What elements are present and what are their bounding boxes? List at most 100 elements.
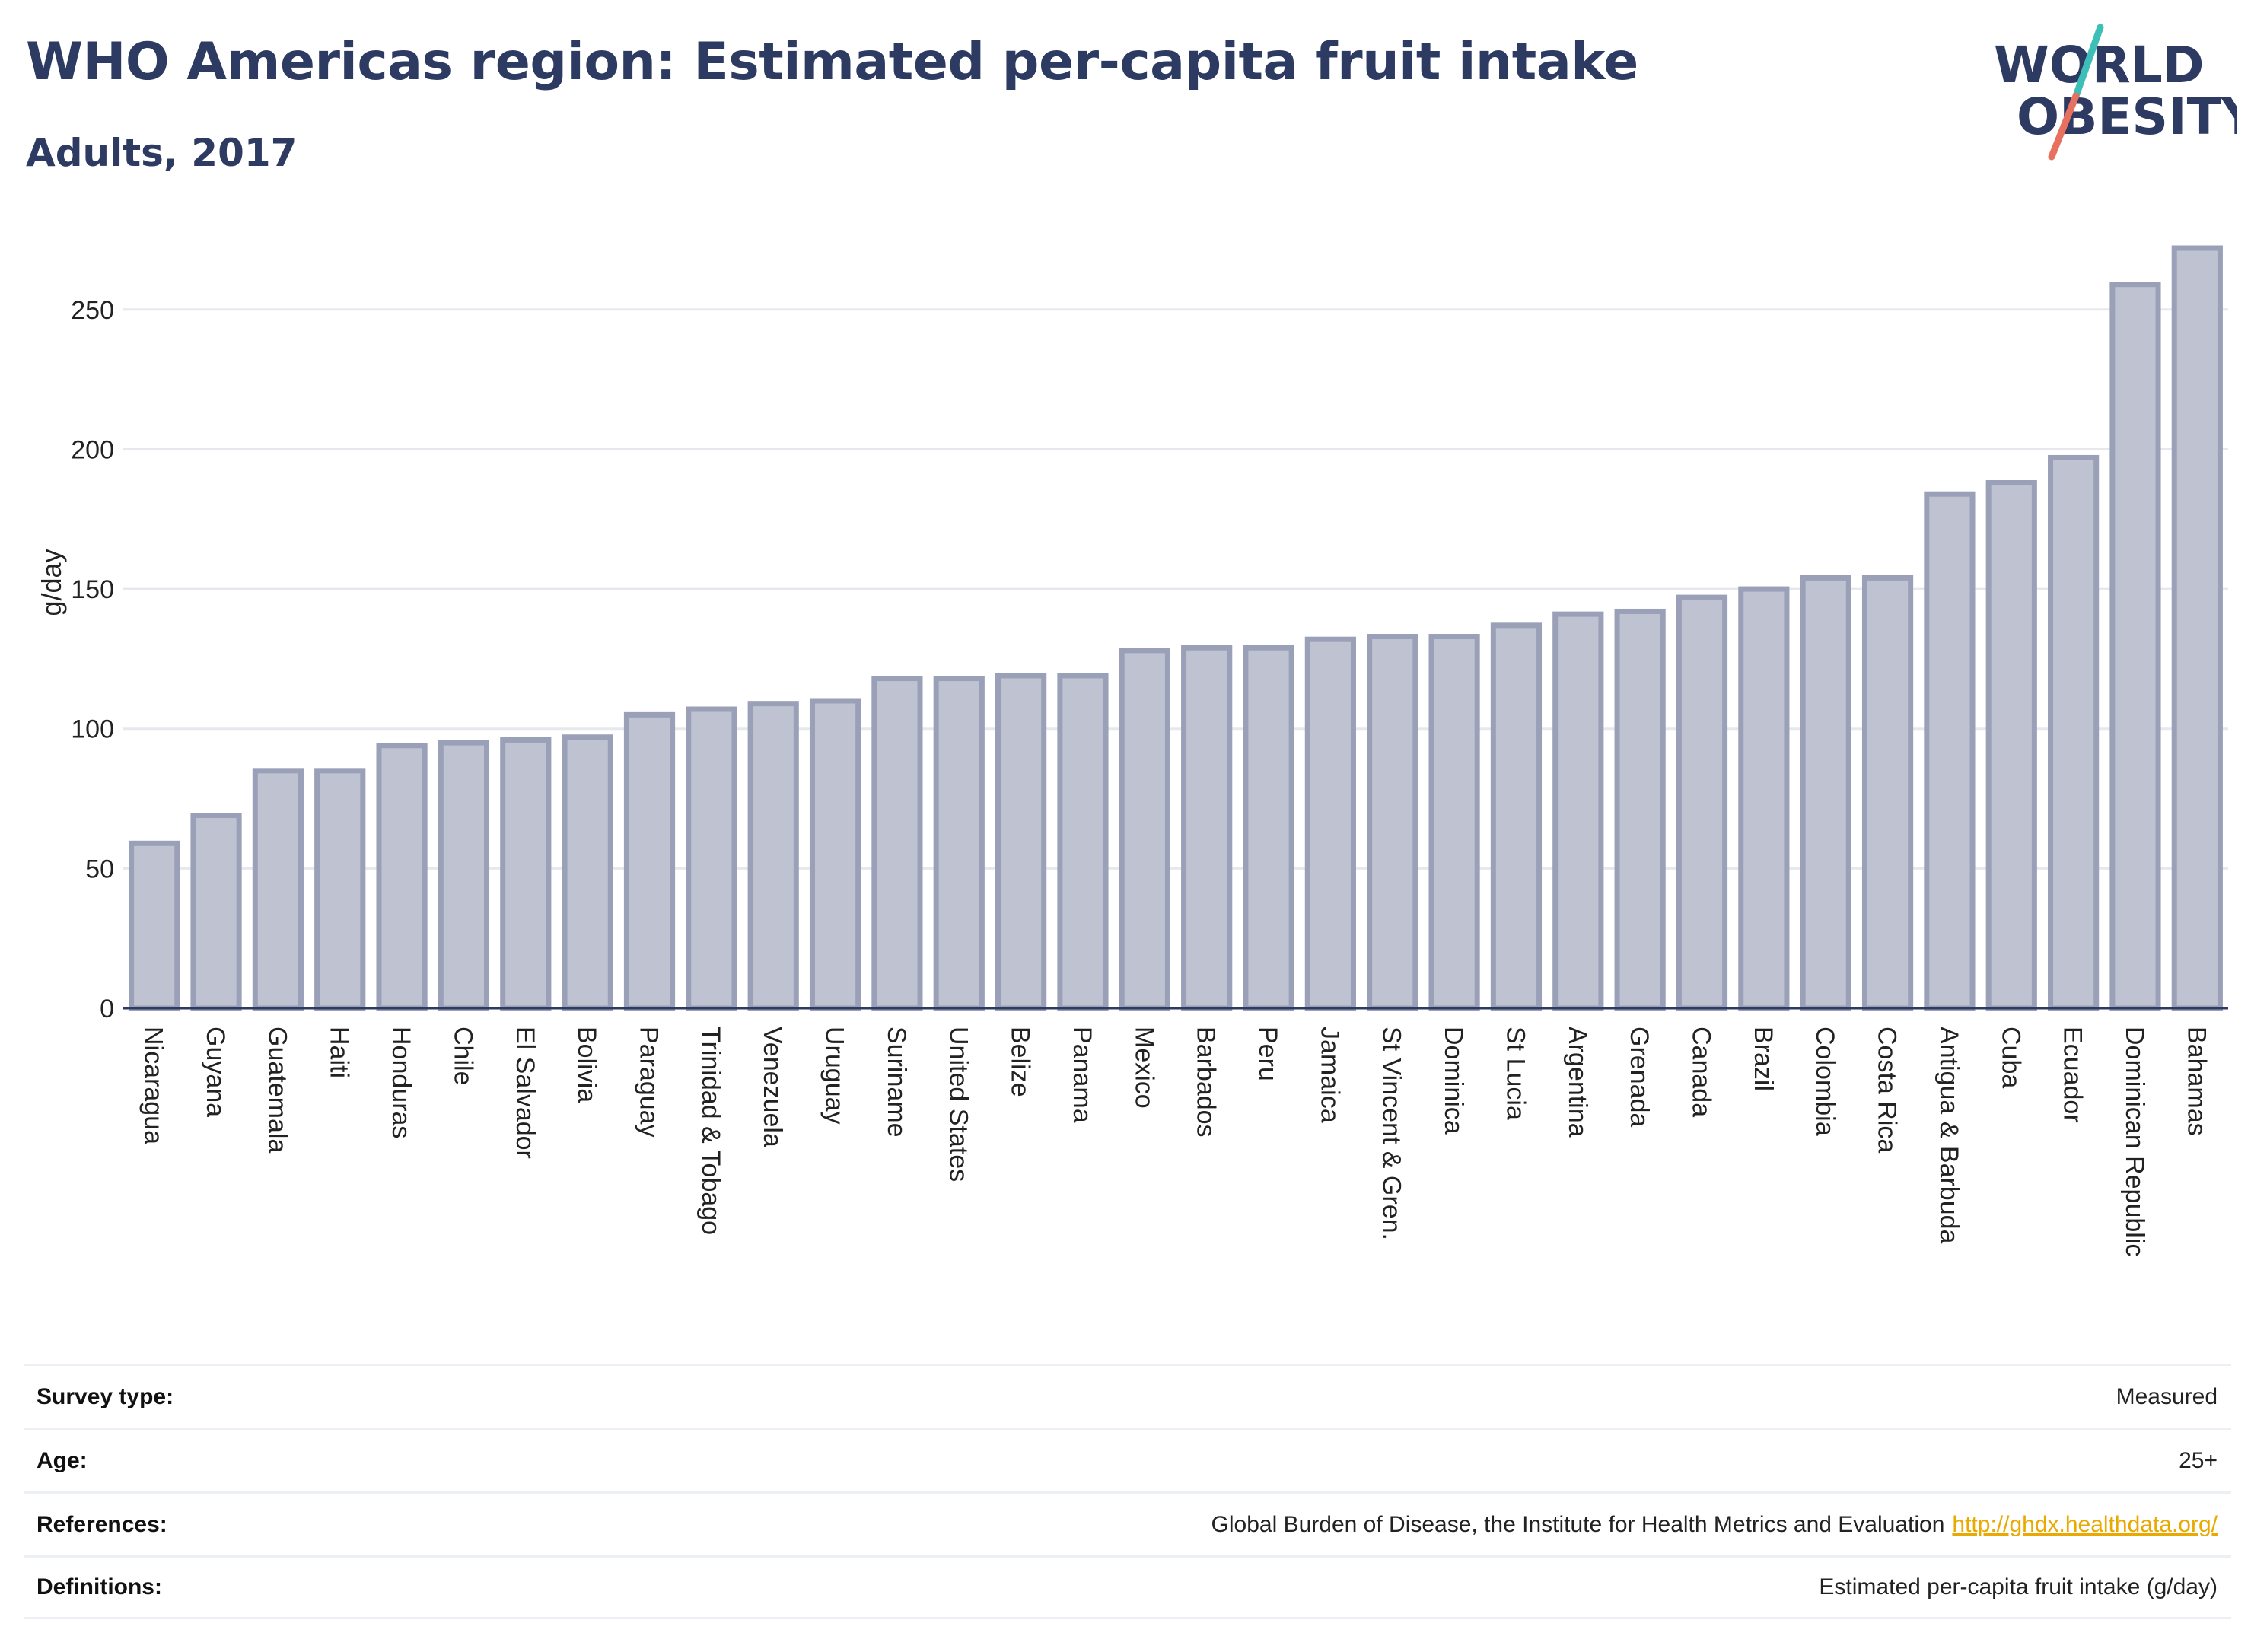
- x-tick-label: St Vincent & Gren.: [1377, 1027, 1406, 1240]
- y-tick-label: 250: [71, 296, 114, 325]
- bar: [1243, 645, 1294, 1011]
- x-tick-label: Grenada: [1625, 1027, 1654, 1127]
- x-tick-label: United States: [944, 1027, 973, 1182]
- x-tick-label: Paraguay: [635, 1027, 664, 1138]
- x-tick-labels: Nicaragua Guyana Guatemala Haiti Honduras Chi…: [139, 1027, 2211, 1256]
- bar: [995, 673, 1047, 1011]
- bar: [1676, 594, 1728, 1011]
- page-subtitle: Adults, 2017: [26, 131, 298, 175]
- x-tick-label: Suriname: [882, 1027, 911, 1138]
- y-axis-label: g/day: [36, 549, 67, 616]
- bar: [686, 706, 737, 1011]
- x-tick-label: Panama: [1068, 1027, 1097, 1123]
- x-tick-label: Barbados: [1192, 1027, 1221, 1138]
- x-tick-label: Cuba: [1996, 1027, 2025, 1088]
- info-row-age: Age: 25+: [24, 1428, 2231, 1491]
- x-tick-label: Chile: [448, 1027, 477, 1085]
- definitions-label: Definitions:: [37, 1574, 162, 1599]
- x-tick-label: El Salvador: [511, 1027, 540, 1159]
- y-tick-label: 200: [71, 435, 114, 464]
- bar: [1861, 575, 1914, 1011]
- references-text: Global Burden of Disease, the Institute …: [1211, 1511, 1945, 1537]
- info-row-definitions: Definitions: Estimated per-capita fruit …: [24, 1555, 2231, 1619]
- bar: [1552, 611, 1604, 1011]
- x-tick-label: Trinidad & Tobago: [696, 1027, 725, 1235]
- page-title: WHO Americas region: Estimated per-capit…: [26, 32, 1638, 92]
- bar: [1490, 622, 1543, 1011]
- bar: [190, 813, 242, 1011]
- x-tick-label: Nicaragua: [139, 1027, 168, 1144]
- bar: [1428, 634, 1480, 1011]
- bar: [314, 768, 366, 1011]
- bar: [562, 734, 613, 1011]
- x-tick-label: Guyana: [201, 1027, 230, 1117]
- x-tick-label: Costa Rica: [1873, 1027, 1902, 1153]
- x-tick-label: Dominica: [1439, 1027, 1468, 1135]
- x-tick-label: Haiti: [325, 1027, 354, 1078]
- logo-text-world: WORLD: [1994, 36, 2205, 94]
- logo-text-obesity: OBESITY: [2017, 88, 2237, 146]
- y-tick-label: 50: [85, 855, 114, 883]
- x-tick-label: Peru: [1253, 1027, 1282, 1081]
- x-tick-label: Antigua & Barbuda: [1934, 1027, 1963, 1244]
- bar-chart: 0 50 100 150 200 250 Nicaragua Guyana Guatemala…: [36, 245, 2228, 1256]
- survey-type-value: Measured: [2116, 1383, 2218, 1409]
- bar: [2171, 245, 2223, 1011]
- x-tick-label: Argentina: [1563, 1027, 1592, 1138]
- x-tick-label: Venezuela: [758, 1027, 787, 1147]
- bar: [1119, 648, 1170, 1011]
- references-link[interactable]: http://ghdx.healthdata.org/: [1952, 1511, 2218, 1537]
- definitions-value: Estimated per-capita fruit intake (g/day…: [1819, 1574, 2218, 1599]
- bar: [1738, 586, 1790, 1011]
- x-tick-label: Bolivia: [572, 1027, 601, 1103]
- x-tick-label: Ecuador: [2058, 1027, 2087, 1123]
- bar: [1614, 608, 1666, 1011]
- bar: [871, 676, 923, 1011]
- logo-slash-coral: [2048, 92, 2080, 161]
- y-tick-label: 0: [100, 995, 114, 1023]
- x-tick-label: Guatemala: [263, 1027, 291, 1153]
- y-tick-label: 150: [71, 575, 114, 604]
- bar: [1924, 491, 1976, 1011]
- x-tick-label: St Lucia: [1501, 1027, 1530, 1120]
- logo-slash-teal: [2072, 24, 2104, 100]
- bars: [129, 245, 2223, 1011]
- bar: [747, 701, 799, 1011]
- x-tick-label: Uruguay: [820, 1027, 849, 1125]
- age-label: Age:: [37, 1447, 88, 1473]
- x-tick-label: Dominican Republic: [2120, 1027, 2149, 1256]
- x-tick-label: Canada: [1687, 1027, 1716, 1117]
- bar: [1367, 634, 1418, 1011]
- bar: [376, 743, 428, 1011]
- bar: [129, 840, 180, 1011]
- bar: [1181, 645, 1233, 1011]
- bar: [809, 698, 861, 1011]
- x-tick-label: Mexico: [1129, 1027, 1158, 1109]
- x-tick-label: Belize: [1006, 1027, 1035, 1097]
- y-tick-labels: 0 50 100 150 200 250: [71, 296, 114, 1023]
- x-tick-label: Honduras: [387, 1027, 415, 1138]
- bar: [2109, 282, 2161, 1011]
- y-tick-label: 100: [71, 715, 114, 744]
- bar: [252, 768, 304, 1011]
- bar: [933, 676, 985, 1011]
- bar: [1800, 575, 1851, 1011]
- age-value: 25+: [2179, 1447, 2218, 1473]
- x-tick-label: Jamaica: [1315, 1027, 1344, 1123]
- references-label: References:: [37, 1511, 167, 1537]
- survey-type-label: Survey type:: [37, 1383, 174, 1409]
- world-obesity-logo: WORLD OBESITY: [1994, 24, 2237, 161]
- bar: [1057, 673, 1109, 1011]
- bar: [1304, 636, 1356, 1011]
- bar: [623, 711, 676, 1011]
- references-value: Global Burden of Disease, the Institute …: [1211, 1512, 2218, 1538]
- x-tick-label: Brazil: [1749, 1027, 1778, 1091]
- bar: [438, 740, 490, 1011]
- x-tick-label: Colombia: [1810, 1027, 1839, 1136]
- x-tick-label: Bahamas: [2182, 1027, 2211, 1136]
- info-row-survey-type: Survey type: Measured: [24, 1364, 2231, 1428]
- bar: [500, 737, 552, 1011]
- bar: [2048, 454, 2100, 1011]
- bar: [1985, 480, 2037, 1011]
- info-row-references: References: Global Burden of Disease, th…: [24, 1491, 2231, 1555]
